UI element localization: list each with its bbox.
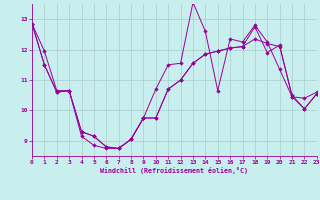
X-axis label: Windchill (Refroidissement éolien,°C): Windchill (Refroidissement éolien,°C) (100, 167, 248, 174)
